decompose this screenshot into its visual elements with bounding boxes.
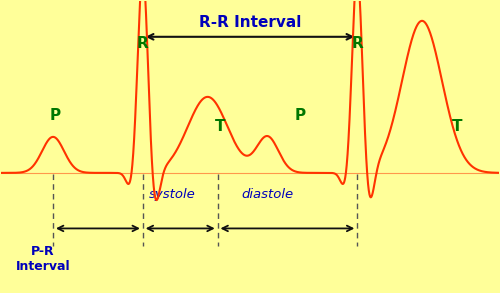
- Text: R: R: [352, 36, 363, 51]
- Text: R: R: [137, 36, 148, 51]
- Text: P: P: [50, 108, 61, 123]
- Text: P-R
Interval: P-R Interval: [16, 245, 70, 273]
- Text: P: P: [294, 108, 306, 123]
- Text: R-R Interval: R-R Interval: [199, 16, 301, 30]
- Text: T: T: [452, 119, 462, 134]
- Text: systole: systole: [150, 188, 196, 201]
- Text: T: T: [215, 119, 226, 134]
- Text: diastole: diastole: [242, 188, 294, 201]
